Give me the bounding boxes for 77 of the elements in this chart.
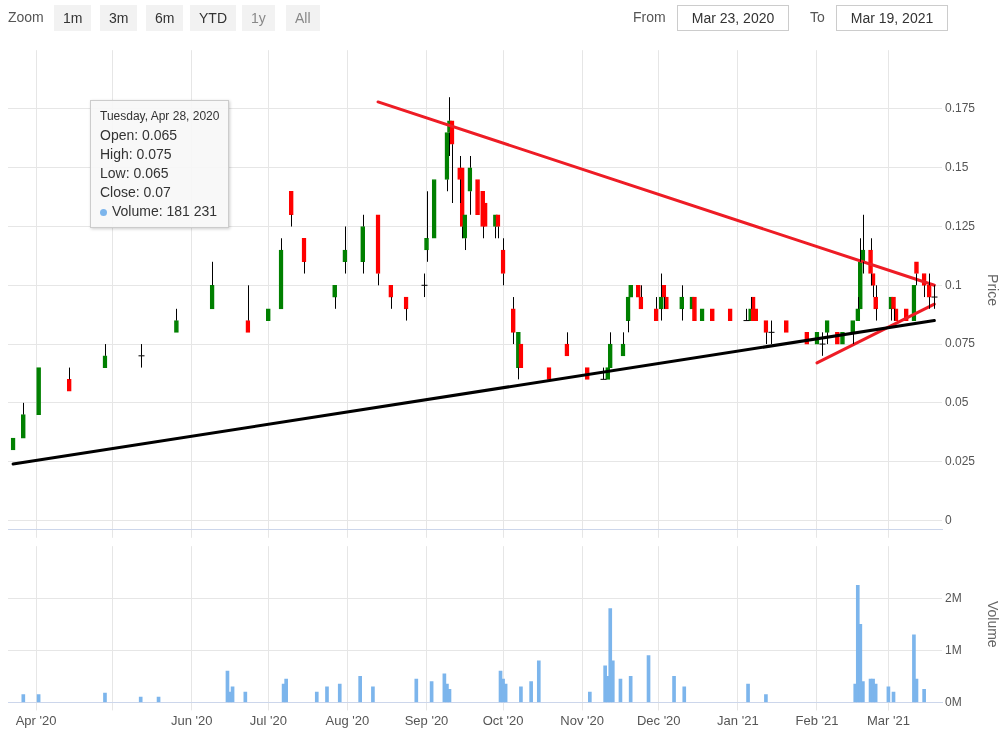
- text: 1m: [54, 5, 92, 31]
- y-axis-title: Price: [984, 274, 1001, 307]
- bar: [682, 686, 687, 703]
- y-tick-label: 0.075: [945, 336, 976, 351]
- bar: [358, 676, 362, 703]
- x-tick-label: Sep '20: [404, 712, 449, 728]
- y-tick-label: 0.025: [945, 453, 976, 468]
- y-tick-label: 0.175: [945, 101, 976, 116]
- x-tick-label: Jul '20: [249, 712, 287, 728]
- annotation: Close: 0.07: [100, 183, 172, 202]
- text: 6m: [146, 5, 184, 31]
- x-tick-label: Jun '20: [170, 712, 213, 728]
- x-tick-label: Feb '21: [795, 712, 839, 728]
- y-tick-label: 0: [945, 512, 952, 527]
- bar: [243, 691, 248, 703]
- annotation: Tuesday, Apr 28, 2020: [100, 108, 220, 125]
- bar: [536, 660, 541, 703]
- bar: [138, 696, 143, 703]
- candlestick: [679, 284, 685, 322]
- candlestick: [332, 284, 337, 310]
- y-tick-label: 2M: [945, 590, 962, 605]
- candlestick: [462, 214, 468, 251]
- bar: [314, 691, 319, 703]
- candlestick: [388, 284, 394, 310]
- annotation: Open: 0.065: [100, 126, 179, 145]
- annotation: Volume: 181 231: [111, 202, 219, 221]
- y-tick-label: 0.1: [945, 277, 963, 292]
- text: To: [810, 9, 825, 25]
- x-tick-label: Jan '21: [717, 712, 759, 728]
- text: Zoom: [8, 9, 44, 25]
- text: From: [633, 9, 666, 25]
- candlestick: [914, 261, 919, 286]
- text: All: [286, 5, 320, 31]
- bar: [337, 683, 342, 703]
- text: 3m: [100, 5, 138, 31]
- x-tick-label: Nov '20: [560, 712, 605, 728]
- y-tick-label: 1M: [945, 642, 962, 657]
- bar: [103, 692, 107, 703]
- candlestick: [360, 214, 366, 275]
- x-tick-label: Mar '21: [866, 712, 910, 728]
- y-tick-label: 0M: [945, 694, 962, 709]
- y-tick-label: 0.15: [945, 160, 969, 175]
- candlestick: [421, 273, 428, 298]
- candlestick: [66, 367, 72, 392]
- candlestick: [138, 343, 145, 369]
- annotation: Low: 0.065: [100, 164, 170, 183]
- candlestick: [424, 190, 429, 263]
- bar: [21, 694, 26, 703]
- bar: [922, 689, 926, 703]
- x-tick-label: Aug '20: [325, 712, 370, 728]
- y-axis-title: Volume: [984, 600, 1001, 648]
- candlestick: [174, 308, 179, 333]
- text: 1y: [242, 5, 275, 31]
- x-tick-label: Apr '20: [15, 712, 57, 728]
- candlestick: [288, 190, 294, 228]
- bar: [764, 694, 768, 703]
- candlestick: [510, 296, 516, 345]
- bar: [414, 678, 419, 703]
- bar: [912, 634, 916, 703]
- y-tick-label: 0.05: [945, 395, 969, 410]
- candlestick: [20, 402, 26, 439]
- text: YTD: [190, 5, 236, 31]
- bar: [588, 691, 592, 703]
- y-tick-label: 0.125: [945, 218, 976, 233]
- bar: [284, 678, 288, 703]
- bar: [371, 686, 375, 703]
- bar: [529, 681, 533, 703]
- candlestick: [653, 296, 659, 321]
- annotation: High: 0.075: [100, 145, 173, 164]
- bar: [746, 683, 750, 703]
- x-tick-label: Dec '20: [636, 712, 681, 728]
- x-tick-label: Oct '20: [482, 712, 524, 728]
- bar: [325, 686, 329, 703]
- text: Mar 19, 2021: [836, 5, 948, 31]
- bar: [672, 676, 676, 703]
- text: Mar 23, 2020: [677, 5, 789, 31]
- bar: [519, 686, 523, 703]
